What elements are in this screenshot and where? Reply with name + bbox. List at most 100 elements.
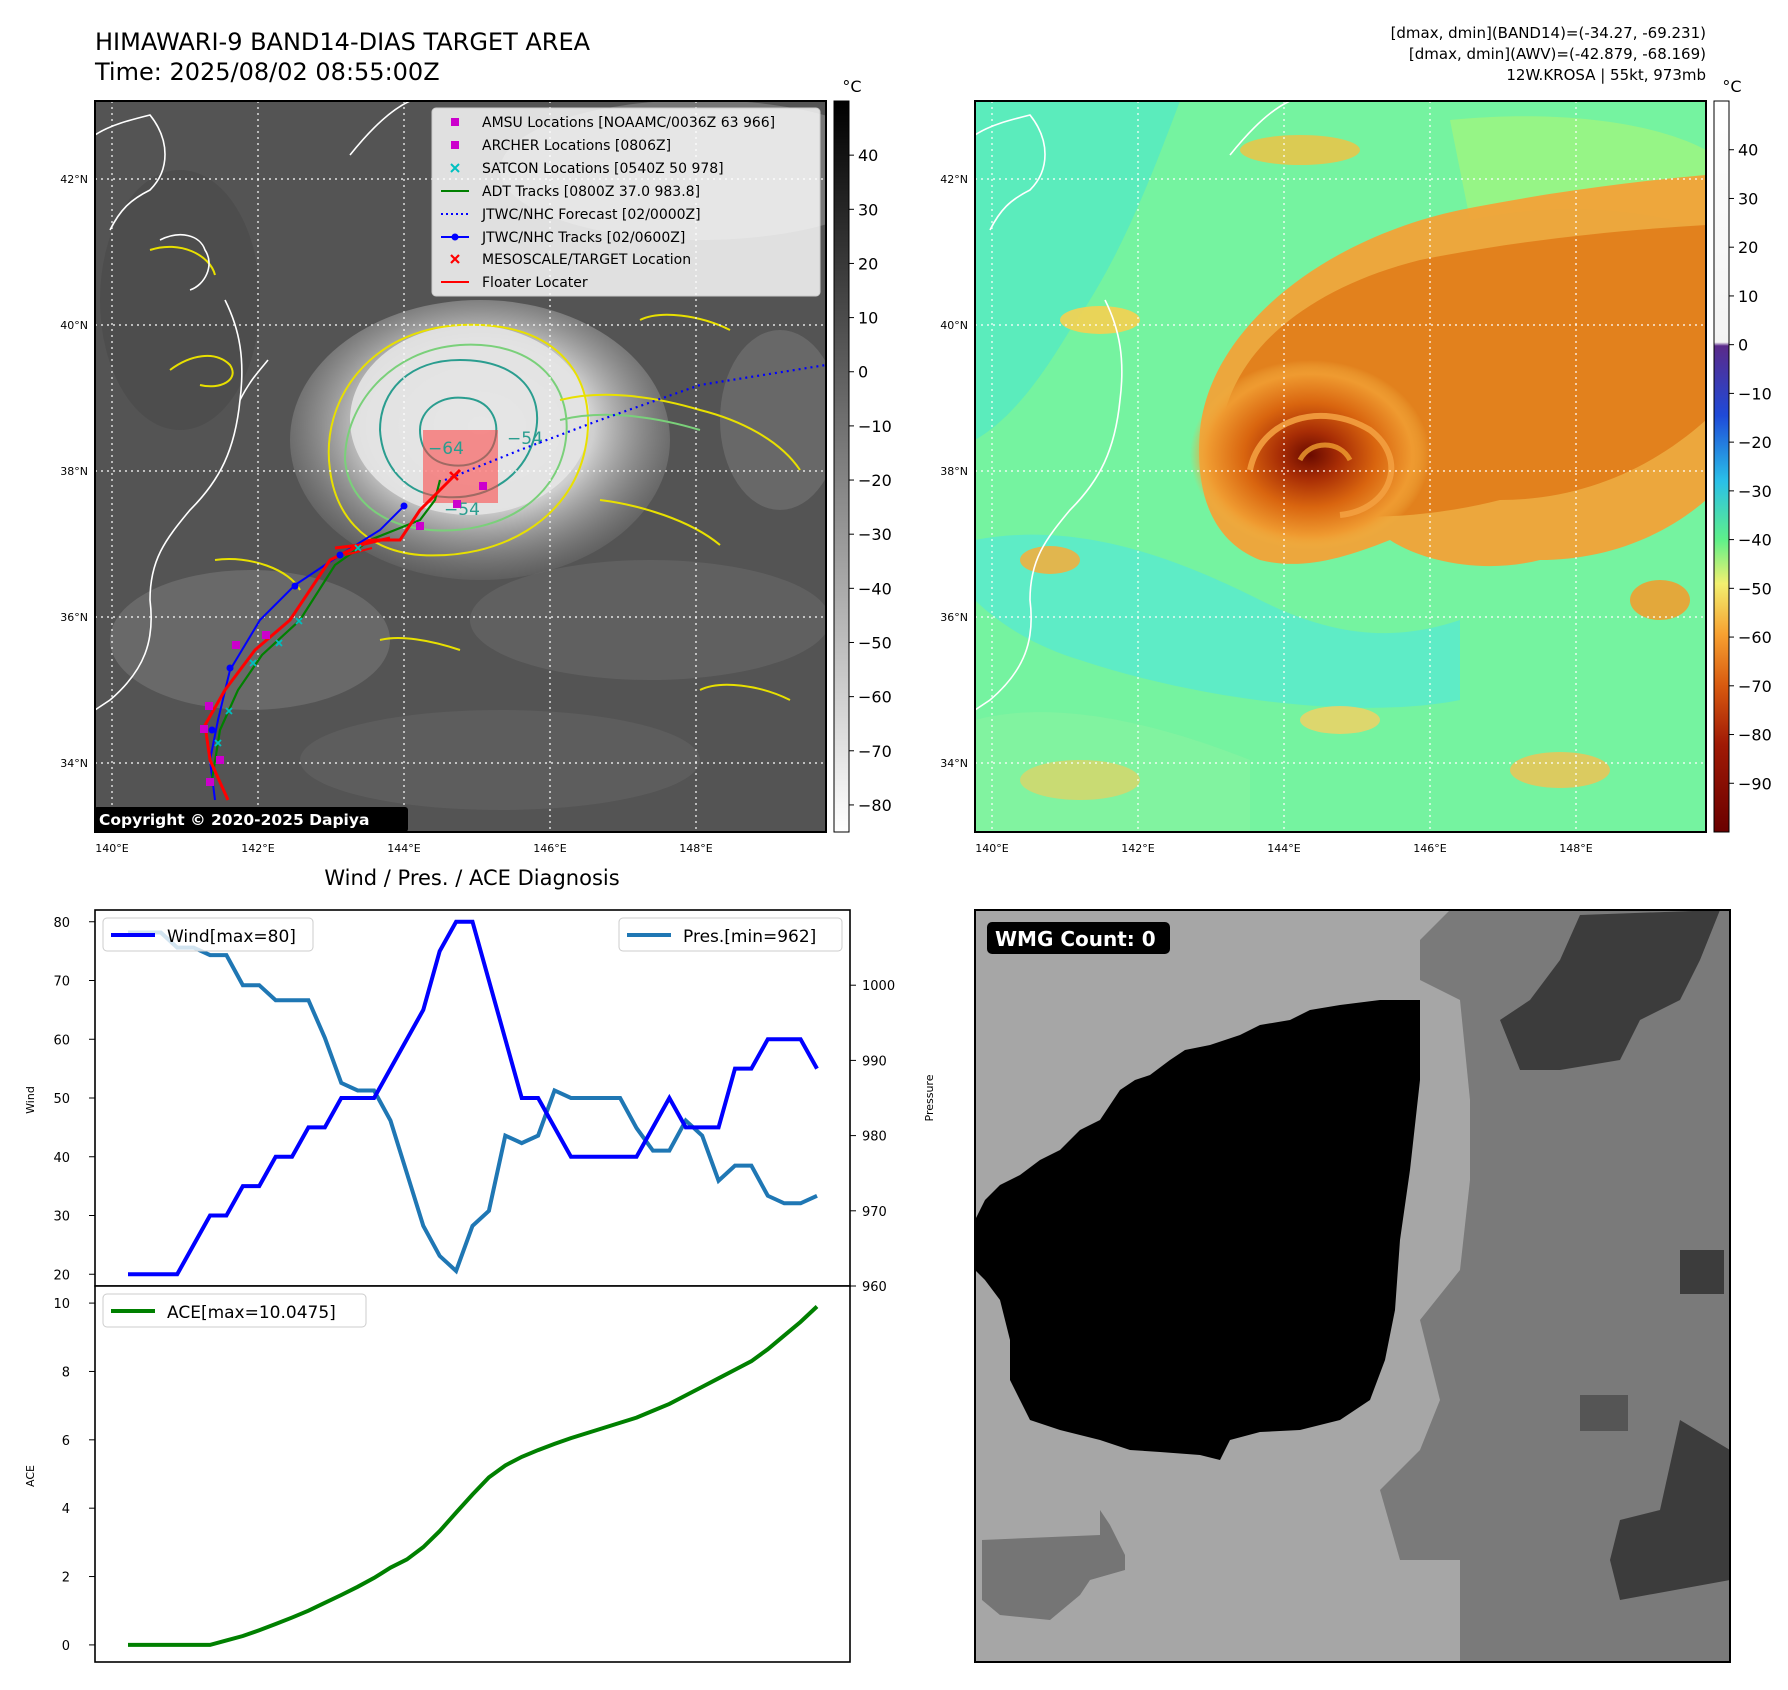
pressure-ytick-label: 980: [862, 1130, 887, 1145]
lon-tick: 146°E: [533, 842, 566, 855]
colorbar-tick-label: 30: [858, 200, 878, 219]
wind-ytick-label: 70: [53, 975, 70, 990]
lat-tick: 42°N: [60, 173, 88, 186]
colorbar-tick-label: −60: [1738, 628, 1772, 647]
pressure-ytick-label: 990: [862, 1054, 887, 1069]
band14-legend: AMSU Locations [NOAAMC/0036Z 63 966] ARC…: [431, 107, 821, 297]
colorbar-tick-label: −50: [858, 633, 892, 652]
ace-legend-label: ACE[max=10.0475]: [167, 1303, 336, 1323]
ace-ytick-label: 8: [62, 1365, 70, 1380]
colorbar-tick-label: −70: [858, 742, 892, 761]
legend-jtwc-forecast: JTWC/NHC Forecast [02/0000Z]: [441, 207, 701, 223]
amsu-markers: [200, 482, 487, 786]
wmg-gray-region-sw: [982, 1510, 1125, 1620]
colorbar-tick-label: −40: [1738, 531, 1772, 550]
lon-tick: 148°E: [1559, 842, 1592, 855]
wind-ytick-label: 40: [53, 1151, 70, 1166]
pressure-ytick-label: 1000: [862, 979, 895, 994]
colorbar-tick-label: −10: [1738, 384, 1772, 403]
pressure-series-line: [128, 930, 818, 1275]
figure-time: Time: 2025/08/02 08:55:00Z: [94, 58, 440, 86]
wind-yticks: 20 30 40 50 60 70 80: [53, 916, 95, 1283]
wmg-darker-region-se: [1610, 1420, 1730, 1600]
legend-archer-label: ARCHER Locations [0806Z]: [482, 138, 671, 154]
lat-tick: 42°N: [940, 173, 968, 186]
wind-pressure-chart: 20 30 40 50 60 70 80 960 970 980 990 1000 Wind Pre…: [24, 909, 936, 1295]
awv-colorbar-bar: [1713, 100, 1730, 833]
ace-ytick-label: 4: [62, 1502, 70, 1517]
ace-series-line: [128, 1305, 819, 1647]
lat-tick: 38°N: [940, 465, 968, 478]
awv-map: 140°E 142°E 144°E 146°E 148°E 42°N 40°N …: [940, 100, 1707, 855]
wind-ytick-label: 80: [53, 916, 70, 931]
colorbar-tick-label: −40: [858, 579, 892, 598]
colorbar-tick-label: −30: [1738, 482, 1772, 501]
wind-ytick-label: 20: [53, 1268, 70, 1283]
awv-colorbar: °C 40 30 20 10 0 −10 −20 −30 −40 −50 −60 −70 −80 −90: [1713, 77, 1772, 833]
legend-jtwc-forecast-label: JTWC/NHC Forecast [02/0000Z]: [481, 207, 701, 223]
wind-ytick-label: 50: [53, 1092, 70, 1107]
ace-chart: 0 2 4 6 8 10 ACE ACE[max=10.0475]: [24, 1285, 851, 1663]
satcon-markers: [214, 544, 362, 747]
legend-adt-label: ADT Tracks [0800Z 37.0 983.8]: [482, 184, 700, 200]
awv-lon-ticks: 140°E 142°E 144°E 146°E 148°E: [975, 842, 1592, 855]
ace-ytick-label: 2: [62, 1571, 70, 1586]
ace-plot-frame: [94, 1285, 851, 1663]
colorbar-tick-label: 40: [858, 146, 878, 165]
lat-tick: 36°N: [60, 611, 88, 624]
mesoscale-target-box: [423, 430, 498, 503]
legend-satcon-label: SATCON Locations [0540Z 50 978]: [482, 161, 724, 177]
colorbar-tick-label: 40: [1738, 141, 1758, 160]
info-storm: 12W.KROSA | 55kt, 973mb: [1506, 66, 1706, 84]
legend-archer: ARCHER Locations [0806Z]: [451, 138, 671, 154]
pressure-legend: Pres.[min=962]: [618, 917, 843, 952]
ace-legend: ACE[max=10.0475]: [102, 1293, 367, 1328]
colorbar-tick-label: 0: [858, 363, 868, 382]
awv-gridlines: [975, 101, 1706, 832]
colorbar-tick-label: −20: [858, 471, 892, 490]
colorbar-tick-label: 10: [1738, 287, 1758, 306]
wmg-count-label: WMG Count: 0: [995, 927, 1156, 951]
coastline: [95, 101, 411, 711]
legend-floater-label: Floater Locater: [482, 275, 588, 291]
lon-tick: 142°E: [1121, 842, 1154, 855]
band14-lat-ticks: 42°N 40°N 38°N 36°N 34°N: [60, 173, 88, 770]
wmg-darker-region-ne: [1500, 910, 1720, 1070]
legend-amsu-label: AMSU Locations [NOAAMC/0036Z 63 966]: [482, 115, 775, 131]
band14-colorbar-ticks: 40 30 20 10 0 −10 −20 −30 −40 −50 −60 −70 −80: [849, 146, 892, 815]
ace-ytick-label: 0: [62, 1639, 70, 1654]
band14-lon-ticks: 140°E 142°E 144°E 146°E 148°E: [95, 842, 712, 855]
colorbar-tick-label: 0: [1738, 336, 1748, 355]
colorbar-tick-label: −80: [1738, 726, 1772, 745]
colorbar-tick-label: 20: [1738, 238, 1758, 257]
lon-tick: 148°E: [679, 842, 712, 855]
pressure-yticks: 960 970 980 990 1000: [850, 979, 895, 1295]
info-band14-range: [dmax, dmin](BAND14)=(-34.27, -69.231): [1391, 24, 1706, 42]
wmg-darker-patch: [1680, 1250, 1724, 1294]
legend-floater: Floater Locater: [441, 275, 588, 291]
wmg-panel: WMG Count: 0: [974, 909, 1731, 1663]
wmg-dark-region-east: [1380, 910, 1730, 1662]
copyright-box: [94, 807, 408, 832]
colorbar-tick-label: 10: [858, 309, 878, 328]
copyright-text: Copyright © 2020-2025 Dapiya: [99, 811, 369, 829]
colorbar-tick-label: −90: [1738, 774, 1772, 793]
colorbar-tick-label: 30: [1738, 189, 1758, 208]
wmg-darker-patch: [1580, 1395, 1628, 1431]
awv-coastline: [975, 101, 1291, 711]
band14-colorbar-bar: [833, 100, 850, 833]
awv-storm-core: [1190, 360, 1430, 550]
wmg-frame: [974, 909, 1731, 1663]
target-marker: [449, 471, 459, 481]
awv-colorbar-ticks: 40 30 20 10 0 −10 −20 −30 −40 −50 −60 −70 −80 −90: [1729, 141, 1772, 793]
legend-satcon: SATCON Locations [0540Z 50 978]: [450, 161, 724, 177]
colorbar-tick-label: −10: [858, 417, 892, 436]
band14-frame: [94, 100, 827, 833]
legend-jtwc-tracks-label: JTWC/NHC Tracks [02/0600Z]: [481, 230, 685, 246]
lon-tick: 144°E: [1267, 842, 1300, 855]
lon-tick: 142°E: [241, 842, 274, 855]
pressure-ytick-label: 960: [862, 1280, 887, 1295]
colorbar-tick-label: −30: [858, 525, 892, 544]
contour-label-east: −54: [507, 429, 543, 449]
